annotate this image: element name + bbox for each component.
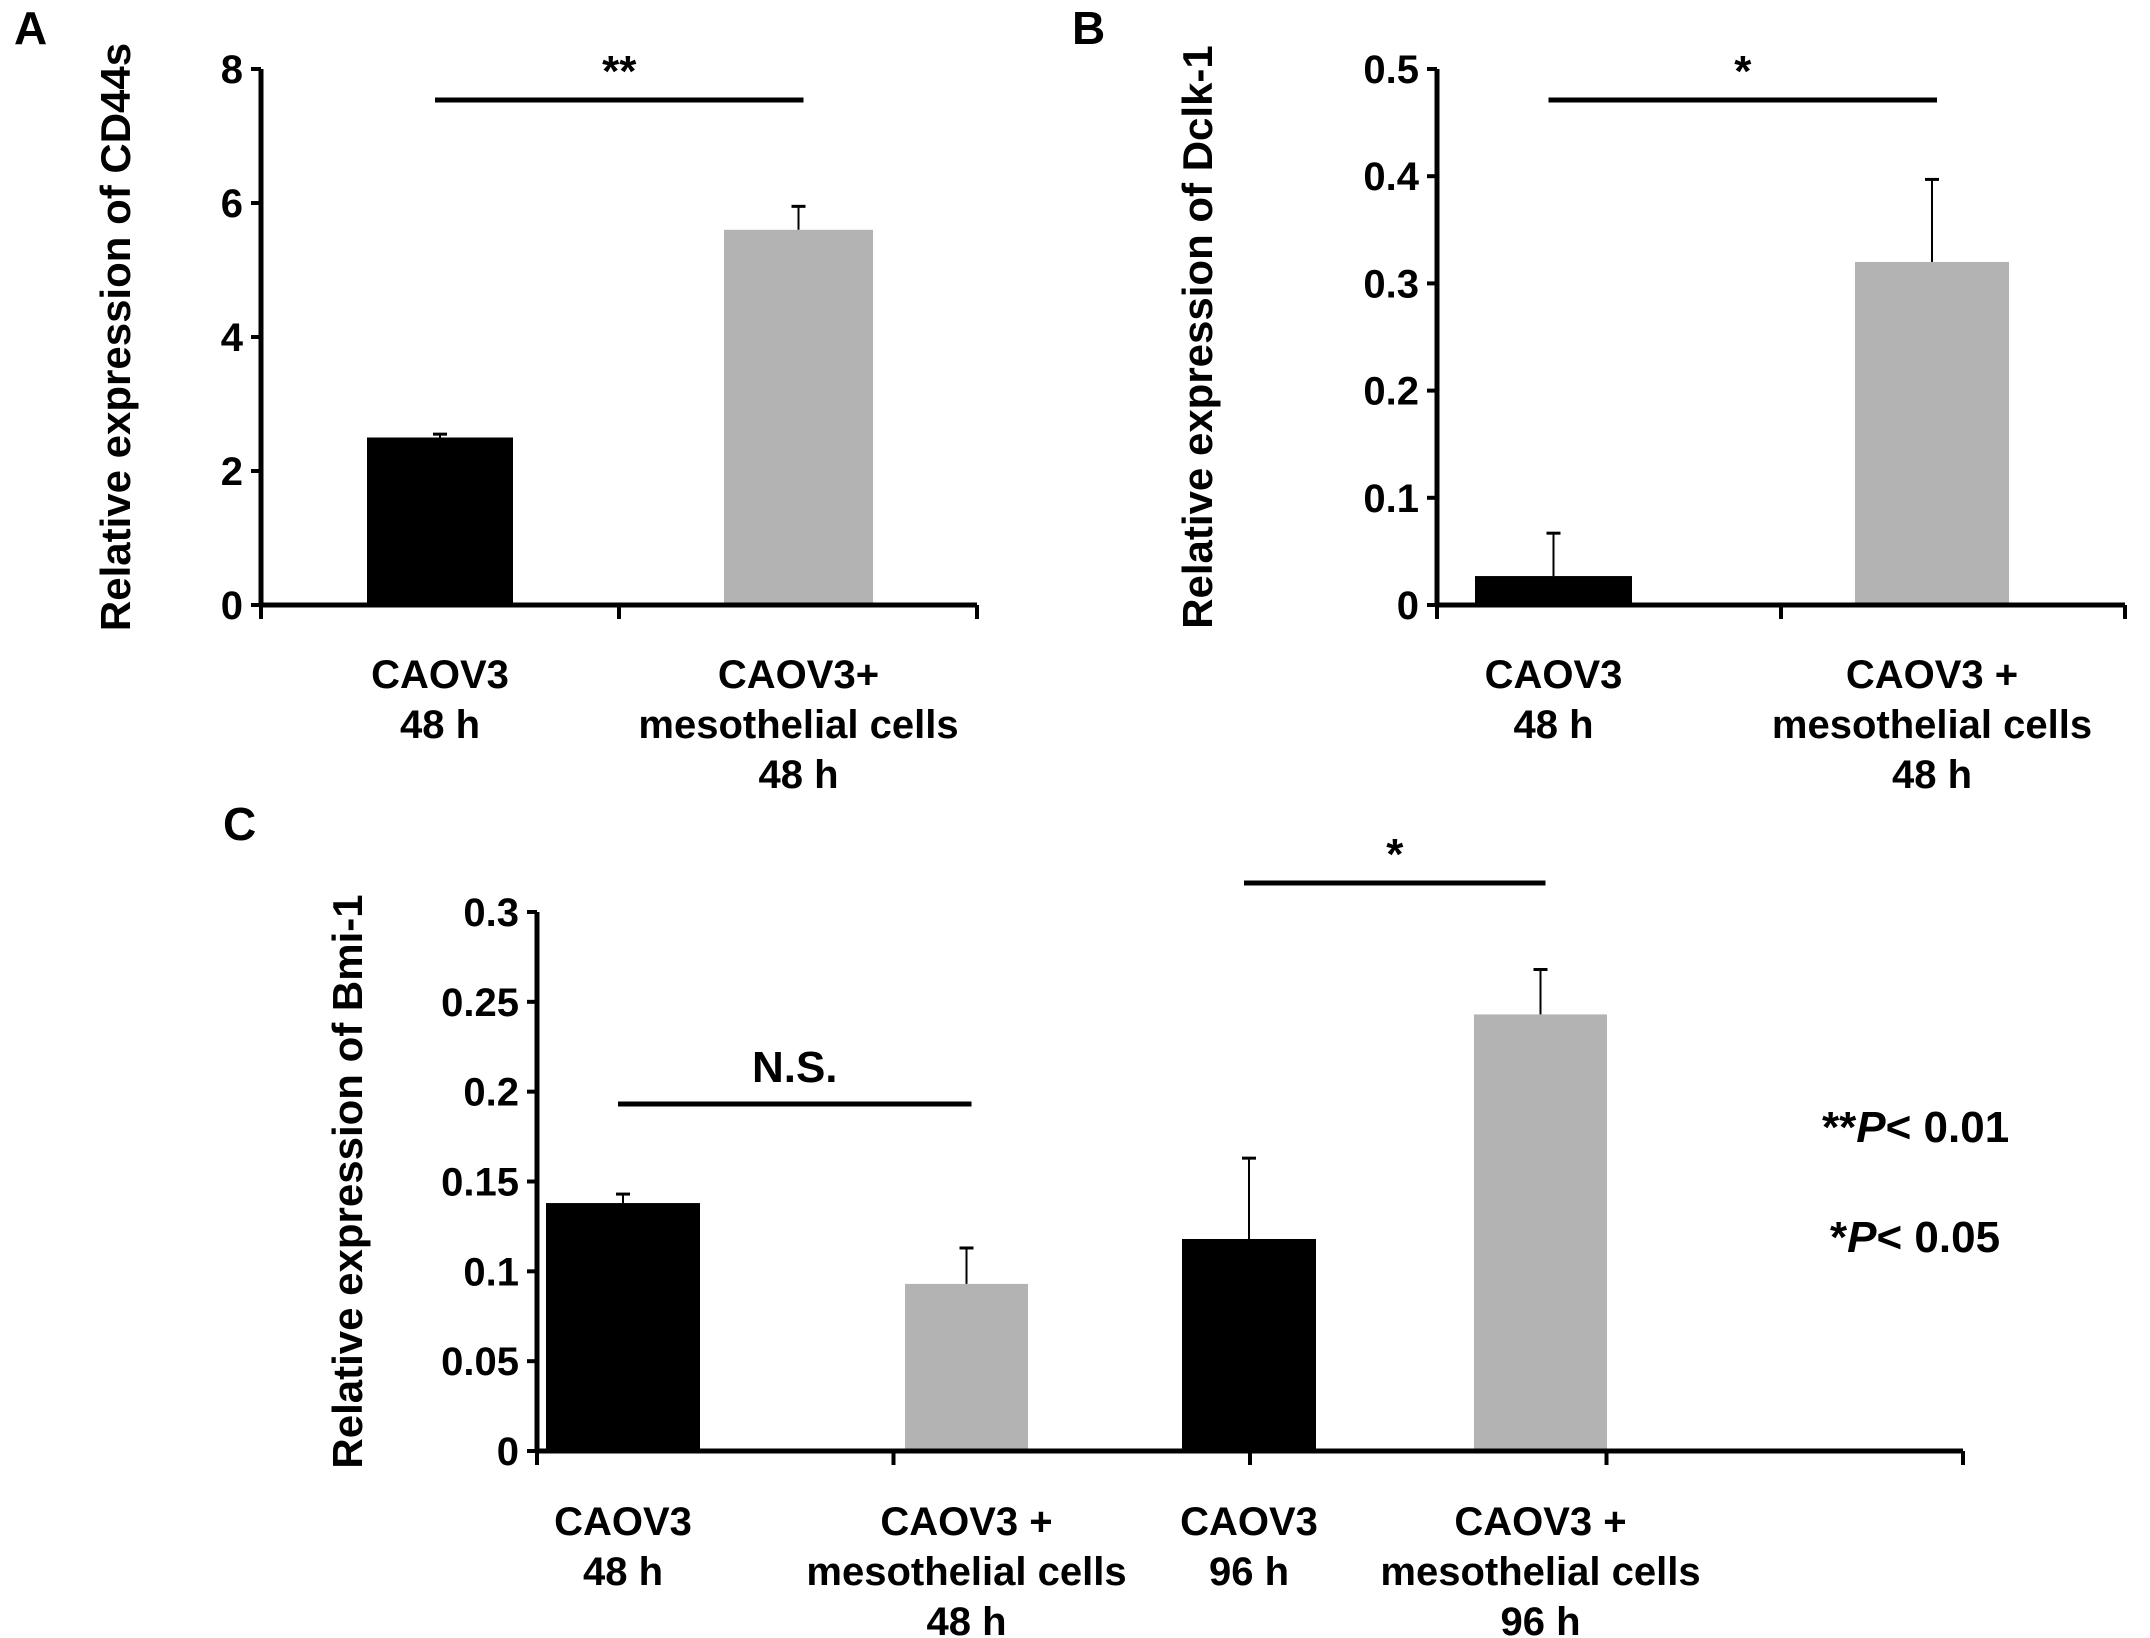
x-tick-label: 48 h [583, 1550, 663, 1594]
x-tick-label: CAOV3 + [1454, 1500, 1626, 1544]
x-tick-label: mesothelial cells [638, 703, 958, 747]
y-tick-label: 0.2 [463, 1071, 519, 1115]
bar [546, 1203, 700, 1451]
panel-label: A [14, 2, 47, 54]
x-tick-label: 48 h [758, 753, 838, 797]
x-tick-label: mesothelial cells [806, 1550, 1126, 1594]
y-axis-label: Relative expression of CD44s [92, 43, 139, 631]
panel-label: C [223, 798, 256, 850]
bar [905, 1283, 1028, 1451]
x-tick-label: 96 h [1209, 1550, 1289, 1594]
y-tick-label: 0.2 [1363, 370, 1419, 414]
x-tick-label: 48 h [1892, 753, 1972, 797]
x-tick-label: CAOV3+ [718, 653, 879, 697]
y-tick-label: 0 [221, 584, 243, 628]
y-tick-label: 0.1 [1363, 477, 1419, 521]
x-tick-label: CAOV3 [1485, 653, 1623, 697]
y-tick-label: 0.15 [441, 1161, 519, 1205]
x-tick-label: CAOV3 [554, 1500, 692, 1544]
y-tick-label: 0 [1397, 584, 1419, 628]
bar [367, 437, 513, 605]
y-tick-label: 0.3 [463, 891, 519, 935]
x-tick-label: 48 h [926, 1600, 1006, 1638]
x-tick-label: mesothelial cells [1380, 1550, 1700, 1594]
x-tick-label: CAOV3 [1180, 1500, 1318, 1544]
y-tick-label: 0 [497, 1430, 519, 1474]
y-tick-label: 0.4 [1363, 155, 1419, 199]
y-axis-label: Relative expression of Bmi-1 [324, 894, 371, 1468]
y-tick-label: 8 [221, 48, 243, 92]
y-tick-label: 0.5 [1363, 48, 1419, 92]
y-tick-label: 0.25 [441, 981, 519, 1025]
y-tick-label: 2 [221, 450, 243, 494]
x-tick-label: 48 h [400, 703, 480, 747]
significance-label: N.S. [752, 1043, 838, 1092]
y-axis-label: Relative expression of Dclk-1 [1174, 45, 1221, 629]
significance-label: * [1386, 830, 1404, 879]
bar [1474, 1014, 1607, 1451]
significance-label: * [1734, 47, 1752, 96]
y-tick-label: 0.1 [463, 1250, 519, 1294]
x-tick-label: mesothelial cells [1772, 703, 2092, 747]
bar [724, 229, 873, 606]
bar [1182, 1238, 1316, 1451]
x-tick-label: CAOV3 + [1846, 653, 2018, 697]
y-tick-label: 6 [221, 182, 243, 226]
panel-label: B [1072, 2, 1105, 54]
p-legend-001: **P< 0.01 [1822, 1103, 2009, 1152]
y-tick-label: 0.3 [1363, 262, 1419, 306]
significance-label: ** [602, 47, 637, 96]
bar [1855, 261, 2009, 605]
x-tick-label: CAOV3 [371, 653, 509, 697]
p-legend-005: *P< 0.05 [1830, 1213, 2000, 1262]
x-tick-label: 96 h [1500, 1600, 1580, 1638]
y-tick-label: 4 [221, 316, 244, 360]
bar [1475, 576, 1632, 605]
y-tick-label: 0.05 [441, 1340, 519, 1384]
x-tick-label: CAOV3 + [880, 1500, 1052, 1544]
x-tick-label: 48 h [1513, 703, 1593, 747]
